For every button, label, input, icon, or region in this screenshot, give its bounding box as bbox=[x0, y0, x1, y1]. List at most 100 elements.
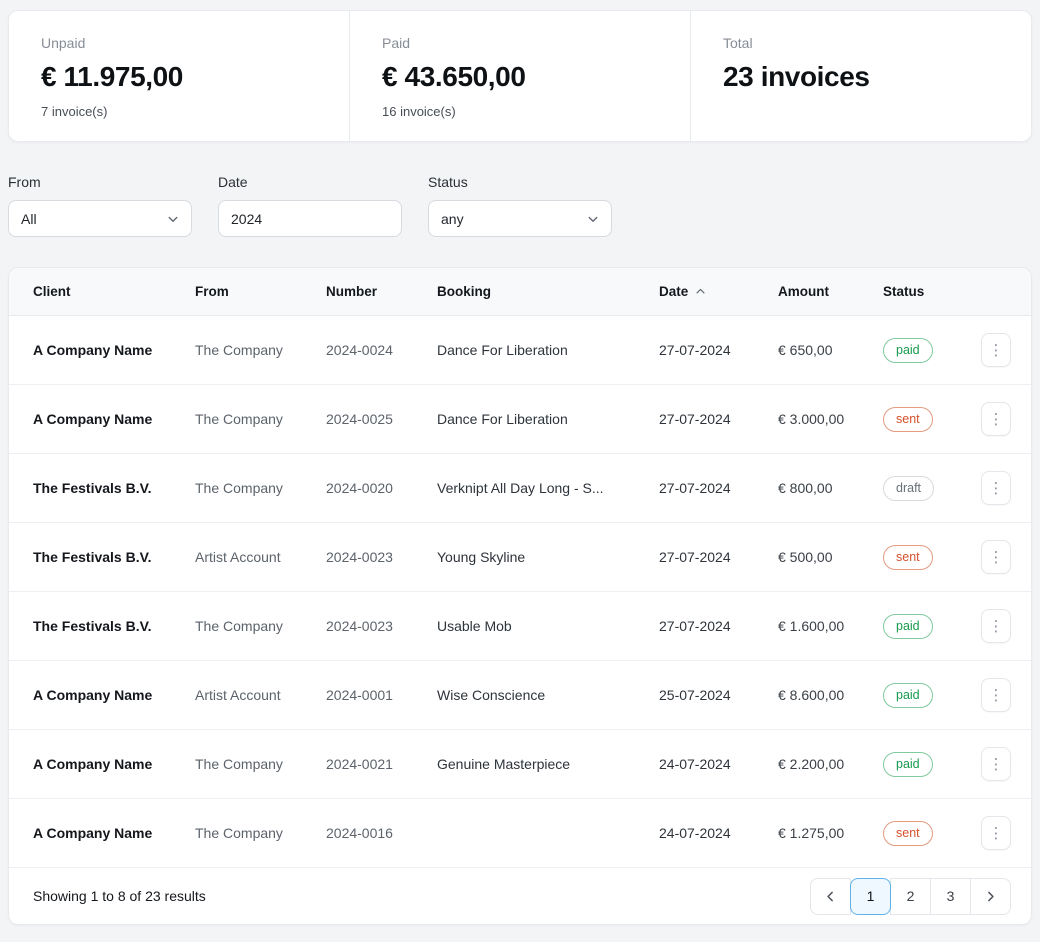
status-filter-select[interactable]: any bbox=[428, 200, 612, 237]
from-cell: The Company bbox=[195, 342, 283, 358]
table-row[interactable]: A Company Name The Company 2024-0021 Gen… bbox=[9, 730, 1031, 799]
booking-cell: Verknipt All Day Long - S... bbox=[437, 480, 604, 496]
date-filter-label: Date bbox=[218, 174, 248, 190]
amount-cell: € 500,00 bbox=[778, 549, 833, 565]
table-row[interactable]: A Company Name The Company 2024-0025 Dan… bbox=[9, 385, 1031, 454]
client-cell: The Festivals B.V. bbox=[33, 549, 152, 565]
table-row[interactable]: The Festivals B.V. The Company 2024-0020… bbox=[9, 454, 1031, 523]
date-cell: 27-07-2024 bbox=[659, 549, 731, 565]
number-cell: 2024-0024 bbox=[326, 342, 393, 358]
number-cell: 2024-0021 bbox=[326, 756, 393, 772]
summary-label: Paid bbox=[382, 35, 411, 51]
summary-subtext: 16 invoice(s) bbox=[382, 104, 456, 119]
prev-page-button[interactable] bbox=[810, 877, 851, 915]
table-row[interactable]: A Company Name The Company 2024-0016 24-… bbox=[9, 799, 1031, 868]
invoices-table: Client From Number Booking Date Amount S… bbox=[8, 267, 1032, 925]
booking-cell: Young Skyline bbox=[437, 549, 526, 565]
client-cell: The Festivals B.V. bbox=[33, 480, 152, 496]
page-button[interactable]: 3 bbox=[930, 877, 971, 915]
from-filter-label: From bbox=[8, 174, 41, 190]
status-badge: sent bbox=[883, 544, 933, 570]
summary-subtext bbox=[723, 104, 999, 119]
from-cell: Artist Account bbox=[195, 687, 281, 703]
date-cell: 27-07-2024 bbox=[659, 618, 731, 634]
table-footer: Showing 1 to 8 of 23 results 1 2 3 bbox=[9, 868, 1031, 924]
amount-cell: € 800,00 bbox=[778, 480, 833, 496]
date-cell: 24-07-2024 bbox=[659, 756, 731, 772]
status-badge: paid bbox=[883, 613, 933, 639]
invoice-summary-card: Unpaid € 11.975,00 7 invoice(s) Paid € 4… bbox=[8, 10, 1032, 142]
kebab-icon: ⋮ bbox=[988, 548, 1004, 566]
number-cell: 2024-0016 bbox=[326, 825, 393, 841]
amount-cell: € 650,00 bbox=[778, 342, 833, 358]
table-row[interactable]: The Festivals B.V. The Company 2024-0023… bbox=[9, 592, 1031, 661]
number-cell: 2024-0023 bbox=[326, 549, 393, 565]
page-button[interactable]: 1 bbox=[850, 877, 891, 915]
kebab-icon: ⋮ bbox=[988, 410, 1004, 428]
column-header-label: Date bbox=[659, 284, 689, 299]
table-row[interactable]: The Festivals B.V. Artist Account 2024-0… bbox=[9, 523, 1031, 592]
column-header-date[interactable]: Date bbox=[659, 284, 778, 299]
summary-label: Total bbox=[723, 35, 753, 51]
amount-cell: € 1.600,00 bbox=[778, 618, 845, 634]
date-filter-input[interactable] bbox=[218, 200, 402, 237]
date-cell: 27-07-2024 bbox=[659, 411, 731, 427]
summary-card-paid: Paid € 43.650,00 16 invoice(s) bbox=[349, 11, 690, 141]
column-header-label: Amount bbox=[778, 284, 829, 299]
summary-card-unpaid: Unpaid € 11.975,00 7 invoice(s) bbox=[9, 11, 349, 141]
amount-cell: € 8.600,00 bbox=[778, 687, 845, 703]
status-filter: Status any bbox=[428, 174, 612, 237]
date-filter: Date bbox=[218, 174, 402, 237]
summary-label: Unpaid bbox=[41, 35, 86, 51]
table-row[interactable]: A Company Name The Company 2024-0024 Dan… bbox=[9, 316, 1031, 385]
column-header-booking[interactable]: Booking bbox=[437, 284, 659, 299]
amount-cell: € 3.000,00 bbox=[778, 411, 845, 427]
row-actions-button[interactable]: ⋮ bbox=[981, 678, 1011, 712]
status-badge: paid bbox=[883, 682, 933, 708]
row-actions-button[interactable]: ⋮ bbox=[981, 747, 1011, 781]
column-header-from[interactable]: From bbox=[195, 284, 326, 299]
booking-cell: Usable Mob bbox=[437, 618, 512, 634]
column-header-label: Booking bbox=[437, 284, 491, 299]
status-badge: paid bbox=[883, 751, 933, 777]
kebab-icon: ⋮ bbox=[988, 824, 1004, 842]
row-actions-button[interactable]: ⋮ bbox=[981, 333, 1011, 367]
from-filter-value: All bbox=[21, 210, 37, 227]
number-cell: 2024-0020 bbox=[326, 480, 393, 496]
date-cell: 25-07-2024 bbox=[659, 687, 731, 703]
amount-cell: € 2.200,00 bbox=[778, 756, 845, 772]
column-header-client[interactable]: Client bbox=[33, 284, 195, 299]
sort-ascending-icon bbox=[695, 286, 706, 297]
row-actions-button[interactable]: ⋮ bbox=[981, 540, 1011, 574]
table-row[interactable]: A Company Name Artist Account 2024-0001 … bbox=[9, 661, 1031, 730]
row-actions-button[interactable]: ⋮ bbox=[981, 402, 1011, 436]
row-actions-button[interactable]: ⋮ bbox=[981, 471, 1011, 505]
column-header-label: Client bbox=[33, 284, 71, 299]
next-page-button[interactable] bbox=[970, 877, 1011, 915]
booking-cell: Genuine Masterpiece bbox=[437, 756, 571, 772]
client-cell: A Company Name bbox=[33, 411, 153, 427]
column-header-label: From bbox=[195, 284, 229, 299]
page-button[interactable]: 2 bbox=[890, 877, 931, 915]
summary-card-total: Total 23 invoices bbox=[690, 11, 1031, 141]
booking-cell: Dance For Liberation bbox=[437, 411, 568, 427]
status-badge: sent bbox=[883, 820, 933, 846]
from-filter: From All bbox=[8, 174, 192, 237]
column-header-number[interactable]: Number bbox=[326, 284, 437, 299]
summary-value: € 43.650,00 bbox=[382, 61, 526, 92]
status-badge: draft bbox=[883, 475, 935, 501]
column-header-status[interactable]: Status bbox=[883, 284, 963, 299]
from-cell: The Company bbox=[195, 825, 283, 841]
client-cell: A Company Name bbox=[33, 756, 153, 772]
status-filter-value: any bbox=[441, 210, 464, 227]
status-badge: sent bbox=[883, 406, 933, 432]
from-filter-select[interactable]: All bbox=[8, 200, 192, 237]
chevron-down-icon bbox=[167, 213, 179, 225]
row-actions-button[interactable]: ⋮ bbox=[981, 609, 1011, 643]
table-header-row: Client From Number Booking Date Amount S… bbox=[9, 268, 1031, 316]
row-actions-button[interactable]: ⋮ bbox=[981, 816, 1011, 850]
client-cell: A Company Name bbox=[33, 687, 153, 703]
date-cell: 27-07-2024 bbox=[659, 480, 731, 496]
column-header-amount[interactable]: Amount bbox=[778, 284, 883, 299]
kebab-icon: ⋮ bbox=[988, 686, 1004, 704]
